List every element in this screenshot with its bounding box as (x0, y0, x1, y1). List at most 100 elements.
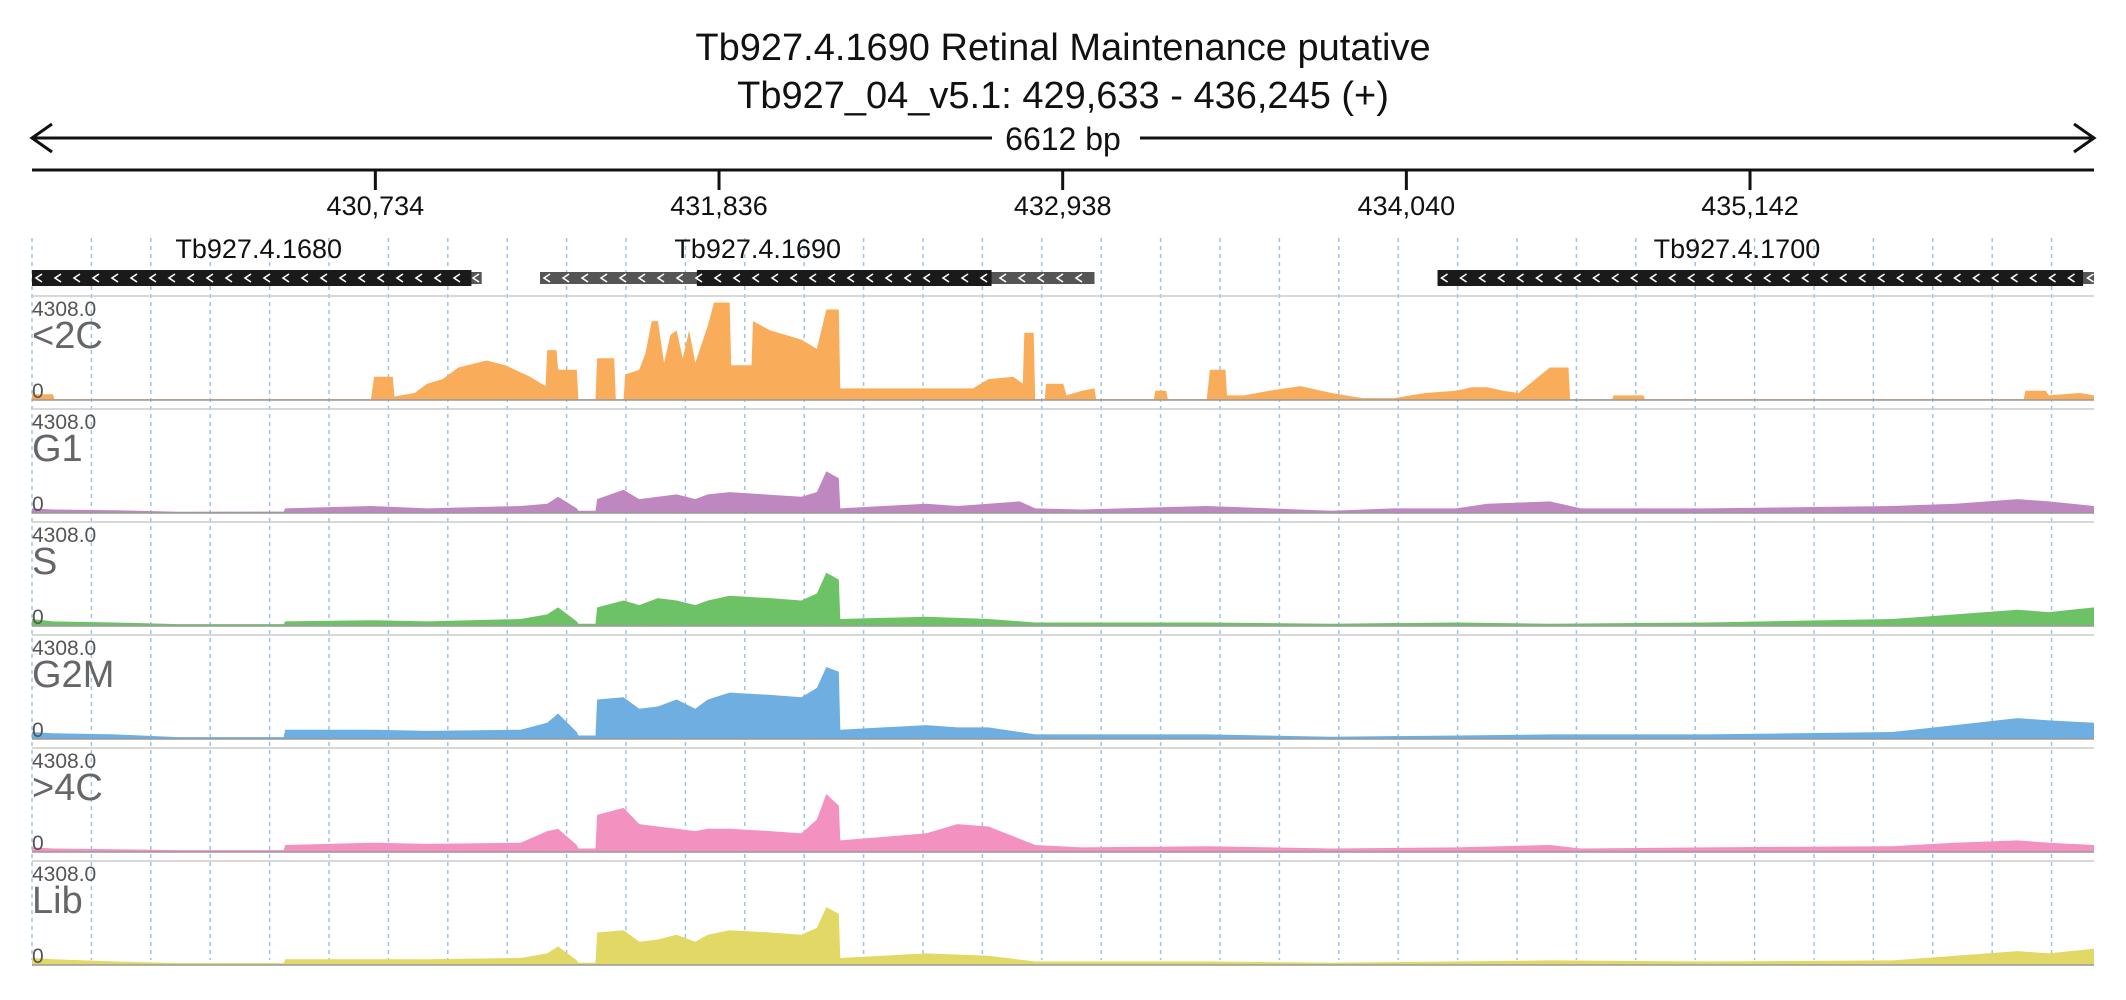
coverage-tracks: 4308.0<2C04308.0G104308.0S04308.0G2M0430… (32, 295, 2094, 968)
strand-chevron (1036, 273, 1045, 283)
strand-chevron (129, 273, 138, 283)
strand-chevron (110, 273, 119, 283)
coverage-track: 4308.0S 0 (32, 521, 2094, 629)
strand-chevron (998, 273, 1007, 283)
track-name: >4C (32, 767, 103, 809)
coverage-area (32, 302, 2094, 400)
span-arrowhead-left (29, 122, 53, 154)
span-arrowhead-right (2073, 122, 2097, 154)
coverage-area (32, 907, 2094, 965)
strand-chevron (338, 273, 347, 283)
track-max-label: 4308.0 (32, 637, 96, 660)
gene-model: Tb927.4.1700 (1437, 234, 2094, 286)
strand-chevron (1687, 273, 1695, 283)
strand-chevron (53, 273, 62, 283)
strand-chevron (1858, 273, 1866, 283)
strand-chevron (2086, 273, 2094, 283)
strand-chevron (300, 273, 309, 283)
strand-chevron (1896, 273, 1904, 283)
coverage-track: 4308.0>4C 0 (32, 747, 2094, 855)
strand-chevron (167, 273, 176, 283)
strand-chevron (1592, 273, 1600, 283)
coverage-area (32, 667, 2094, 739)
strand-chevron (1972, 273, 1980, 283)
strand-chevron (770, 273, 779, 283)
track-name: G2M (32, 654, 114, 696)
gene-label: Tb927.4.1690 (674, 234, 841, 264)
strand-chevron (941, 273, 950, 283)
strand-chevron (827, 273, 836, 283)
strand-chevron (1440, 273, 1448, 283)
strand-chevron (1055, 273, 1064, 283)
strand-chevron (1953, 273, 1961, 283)
strand-chevron (395, 273, 404, 283)
strand-chevron (808, 273, 817, 283)
strand-chevron (846, 273, 855, 283)
strand-chevron (471, 273, 480, 283)
strand-chevron (618, 273, 627, 283)
track-name: <2C (32, 315, 103, 357)
strand-chevron (186, 273, 195, 283)
strand-chevron (960, 273, 969, 283)
x-tick-label: 431,836 (670, 191, 768, 221)
strand-chevron (1554, 273, 1562, 283)
chart-title: Tb927.4.1690 Retinal Maintenance putativ… (695, 27, 1430, 69)
gene-body (696, 270, 992, 286)
strand-chevron (979, 273, 988, 283)
strand-chevron (675, 273, 684, 283)
track-min-label: 0 (32, 945, 44, 968)
strand-chevron (34, 273, 43, 283)
strand-chevron (1573, 273, 1581, 283)
strand-chevron (656, 273, 665, 283)
track-name: Lib (32, 880, 83, 922)
strand-chevron (243, 273, 252, 283)
strand-chevron (1915, 273, 1923, 283)
strand-chevron (414, 273, 423, 283)
strand-chevron (357, 273, 366, 283)
strand-chevron (1725, 273, 1733, 283)
coverage-track: 4308.0G1 0 (32, 408, 2094, 516)
strand-chevron (1649, 273, 1657, 283)
strand-chevron (1478, 273, 1486, 283)
track-min-label: 0 (32, 606, 44, 629)
span-arrow: 6612 bp (29, 121, 2097, 157)
track-max-label: 4308.0 (32, 750, 96, 773)
strand-chevron (637, 273, 646, 283)
strand-chevron (262, 273, 271, 283)
strand-chevron (1535, 273, 1543, 283)
strand-chevron (732, 273, 741, 283)
track-max-label: 4308.0 (32, 298, 96, 321)
strand-chevron (694, 273, 703, 283)
gene-model: Tb927.4.1690 (540, 234, 1095, 286)
strand-chevron (2048, 273, 2056, 283)
strand-chevron (433, 273, 442, 283)
strand-chevron (148, 273, 157, 283)
x-axis-ticks: 430,734 431,836 432,938 434,040 435,142 (327, 170, 1799, 221)
gene-body (32, 270, 472, 286)
strand-chevron (72, 273, 81, 283)
strand-chevron (1668, 273, 1676, 283)
coverage-area (32, 471, 2094, 513)
strand-chevron (1991, 273, 1999, 283)
gene-body (1437, 270, 2084, 286)
strand-chevron (2067, 273, 2075, 283)
strand-chevron (599, 273, 608, 283)
strand-chevron (561, 273, 570, 283)
coverage-area (32, 794, 2094, 852)
strand-chevron (1497, 273, 1505, 283)
chart-subtitle: Tb927_04_v5.1: 429,633 - 436,245 (+) (737, 75, 1389, 117)
track-max-label: 4308.0 (32, 411, 96, 434)
strand-chevron (1820, 273, 1828, 283)
strand-chevron (865, 273, 874, 283)
span-length-label: 6612 bp (1005, 121, 1121, 157)
strand-chevron (1782, 273, 1790, 283)
track-name: S (32, 541, 57, 583)
strand-chevron (2010, 273, 2018, 283)
strand-chevron (319, 273, 328, 283)
x-tick-label: 432,938 (1014, 191, 1112, 221)
strand-chevron (1074, 273, 1083, 283)
